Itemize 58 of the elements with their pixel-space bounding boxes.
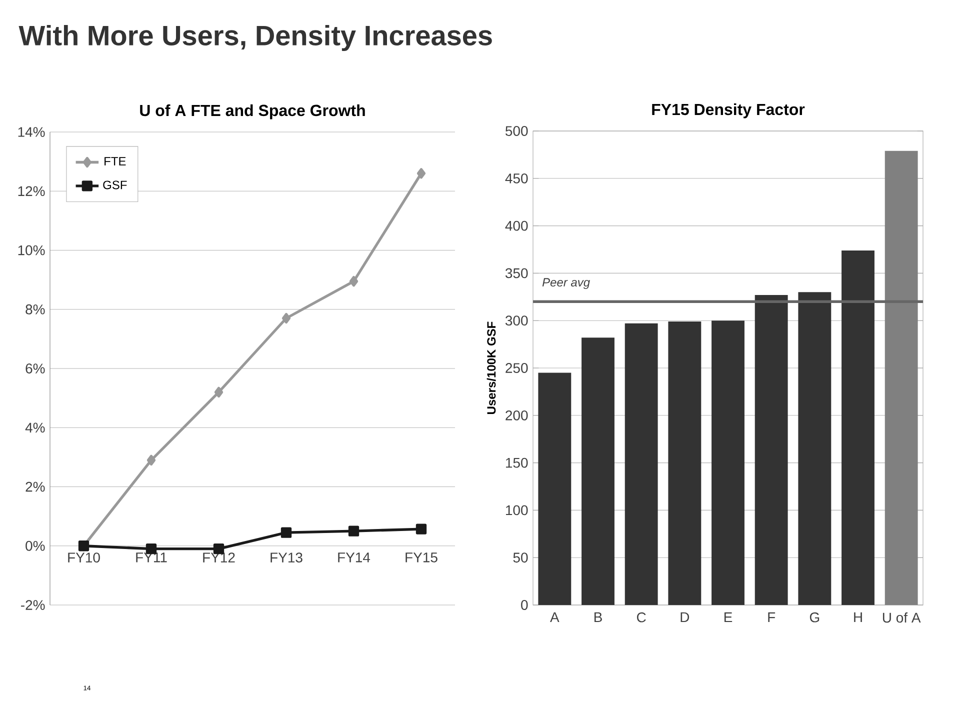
y-tick-label: 8%	[26, 304, 45, 314]
point	[282, 312, 291, 324]
y-tick-label: 14%	[18, 127, 45, 137]
y-tick-label: 100	[506, 505, 528, 516]
x-tick-label: H	[854, 612, 862, 622]
bar	[538, 372, 572, 605]
chart-title: U of A FTE and Space Growth	[140, 104, 365, 120]
y-tick-label: 0	[521, 600, 528, 610]
point	[349, 276, 358, 287]
legend-label: FTE	[104, 157, 126, 166]
y-tick-label: 4%	[25, 422, 45, 433]
point	[280, 527, 292, 538]
y-tick-label: 400	[505, 220, 528, 231]
bar	[798, 292, 832, 605]
y-axis-title: Users/100K GSF	[486, 322, 496, 414]
text: With More Users, Density Increases	[18, 24, 492, 52]
x-tick-label: F	[768, 612, 776, 622]
x-tick-label: FY14	[338, 552, 370, 562]
ref-line-label: Peer avg	[542, 278, 590, 289]
y-tick-label: 300	[505, 316, 528, 326]
x-tick-label: FY10	[68, 552, 100, 563]
y-tick-label: 50	[513, 552, 528, 563]
legend-label: GSF	[103, 180, 127, 190]
bar	[712, 320, 744, 605]
y-tick-label: 500	[506, 126, 528, 136]
bar	[754, 295, 788, 605]
chart-title: FY15 Density Factor	[652, 103, 805, 118]
y-tick-label: 2%	[26, 482, 45, 492]
x-tick-label: FY12	[203, 552, 235, 562]
bar	[624, 323, 658, 605]
x-tick-label: FY11	[136, 552, 167, 562]
y-tick-label: 0%	[26, 540, 45, 551]
x-tick-label: D	[680, 612, 690, 622]
y-tick-label: 10%	[18, 245, 45, 256]
y-tick-label: 350	[505, 268, 528, 278]
x-tick-label: B	[594, 612, 602, 622]
point	[416, 524, 427, 534]
y-tick-label: 450	[505, 173, 528, 184]
x-tick-label: FY15	[406, 552, 438, 562]
bar	[668, 322, 702, 605]
x-tick-label: U of A	[882, 612, 921, 623]
x-tick-label: C	[636, 612, 646, 622]
x-tick-label: G	[810, 612, 820, 622]
y-tick-label: 6%	[26, 364, 45, 374]
point	[416, 168, 426, 179]
bar	[582, 338, 614, 605]
y-tick-label: 12%	[18, 186, 45, 196]
y-tick-label: 150	[506, 458, 528, 468]
point	[146, 454, 156, 466]
x-tick-label: A	[550, 612, 560, 622]
x-tick-label: E	[724, 612, 732, 622]
y-tick-label: -2%	[21, 600, 45, 610]
point	[214, 386, 224, 398]
y-tick-label: 250	[506, 363, 528, 373]
bar	[842, 250, 874, 605]
x-tick-label: FY13	[270, 552, 302, 563]
point	[348, 526, 360, 536]
y-tick-label: 200	[506, 410, 528, 420]
